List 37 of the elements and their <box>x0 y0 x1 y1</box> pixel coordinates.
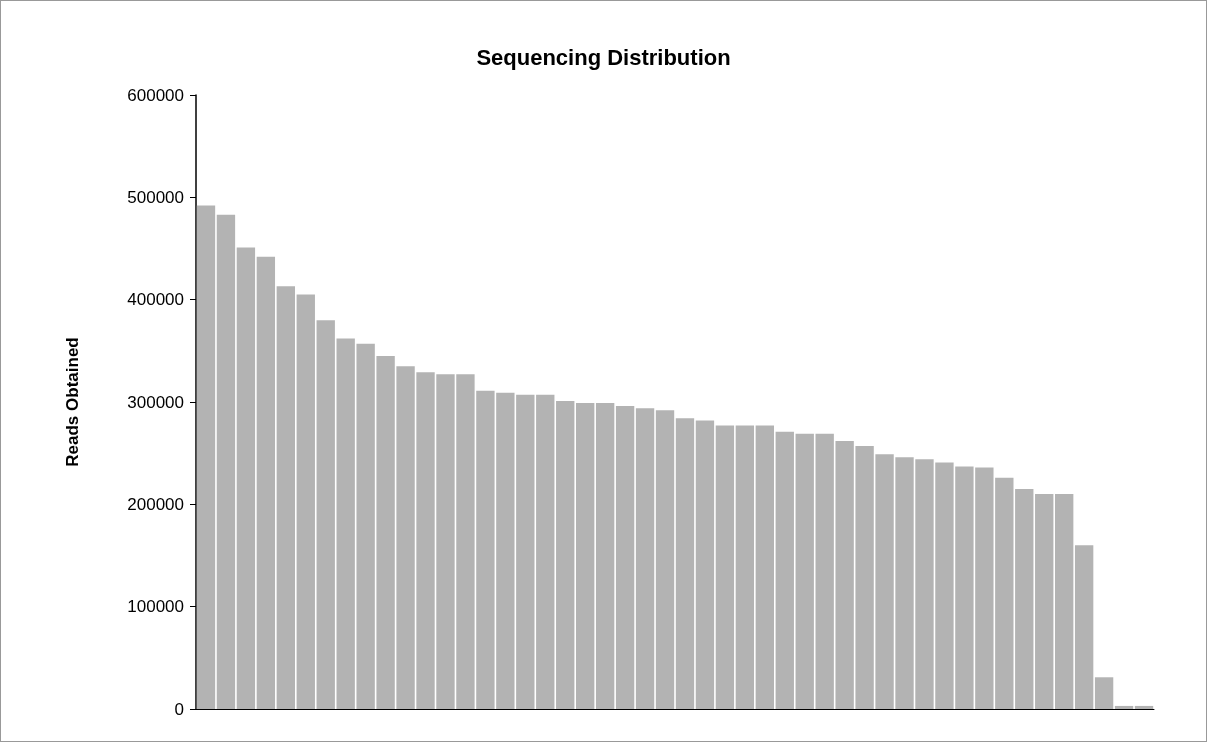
y-tick-label: 400000 <box>127 290 184 310</box>
y-tick-label: 200000 <box>127 494 184 514</box>
y-tick-label: 0 <box>174 699 184 719</box>
bar <box>236 247 256 709</box>
bar <box>695 420 715 709</box>
bar <box>775 431 794 709</box>
bar <box>1055 494 1074 709</box>
bar <box>1035 494 1054 709</box>
bar <box>1134 705 1154 709</box>
bar <box>556 400 575 709</box>
bar <box>635 408 655 709</box>
y-tick-label: 600000 <box>127 85 184 105</box>
bar <box>655 410 675 709</box>
chart-title: Sequencing Distribution <box>476 44 731 70</box>
bar <box>715 425 735 709</box>
bar <box>595 403 615 709</box>
bar <box>735 425 755 709</box>
bar <box>615 406 635 709</box>
bar <box>296 294 315 709</box>
bar <box>536 394 555 709</box>
bar <box>795 433 814 709</box>
bar <box>576 403 595 709</box>
y-tick-label: 500000 <box>127 187 184 207</box>
bar <box>196 205 216 709</box>
bar <box>755 425 774 709</box>
bar <box>1015 488 1034 709</box>
bar <box>256 256 276 709</box>
bar <box>216 214 236 709</box>
bar <box>1114 705 1134 709</box>
y-tick-label: 100000 <box>127 597 184 617</box>
bar <box>1074 545 1094 709</box>
y-axis-title: Reads Obtained <box>63 337 82 467</box>
y-tick-label: 300000 <box>127 392 184 412</box>
bar <box>1094 677 1114 709</box>
bar <box>675 418 695 709</box>
bar <box>276 286 295 709</box>
bar <box>316 320 335 709</box>
